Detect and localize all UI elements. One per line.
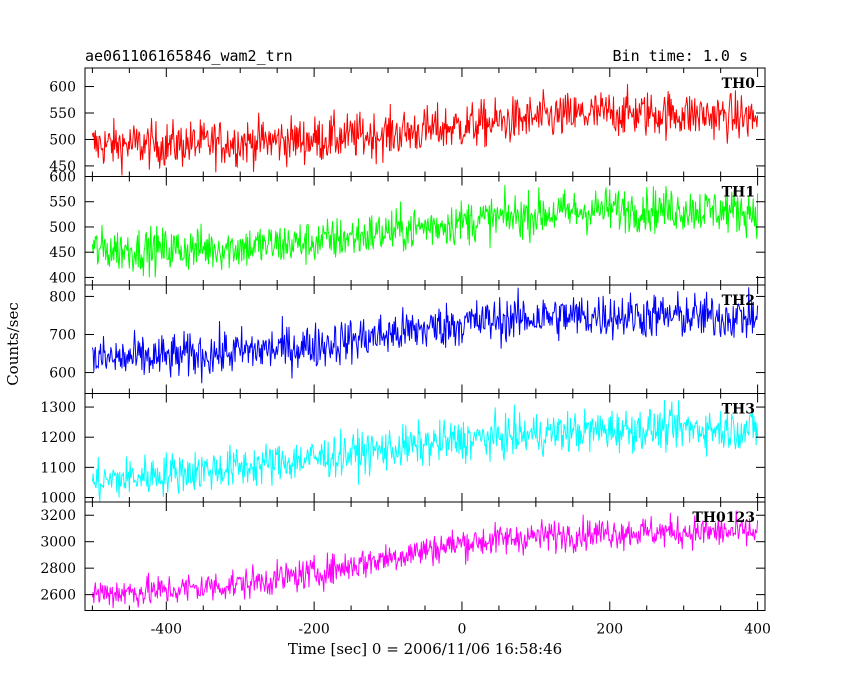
panel-label: TH2 <box>722 293 755 309</box>
y-tick-label: 2800 <box>40 561 76 577</box>
y-tick-label: 600 <box>49 366 76 382</box>
x-tick-label: 200 <box>596 622 623 638</box>
panel-th0123: 2600 2800 3000 3200 TH0123 <box>40 501 766 611</box>
series-line-th0 <box>91 83 759 176</box>
y-tick-label: 1200 <box>40 430 76 446</box>
y-tick-label: 3000 <box>40 535 76 551</box>
y-tick-label: 700 <box>49 327 76 343</box>
y-tick-label: 400 <box>49 270 76 286</box>
series-line-th1 <box>91 185 759 278</box>
panel-label: TH1 <box>722 185 755 201</box>
y-tick-label: 1300 <box>40 400 76 416</box>
y-tick-label: 500 <box>49 220 76 236</box>
x-tick-label: -400 <box>151 622 182 638</box>
series-line-th3 <box>91 400 759 502</box>
y-tick-label: 2600 <box>40 588 76 604</box>
y-tick-label: 1000 <box>40 490 76 506</box>
x-tick-label: -200 <box>298 622 329 638</box>
x-tick-label: 400 <box>744 622 771 638</box>
y-axis-label: Counts/sec <box>4 302 22 386</box>
panel-label: TH3 <box>722 402 755 418</box>
chart-title: ae061106165846_wam2_trn <box>85 47 293 65</box>
bin-time-label: Bin time: 1.0 s <box>613 47 748 65</box>
panel-label: TH0123 <box>692 510 755 526</box>
y-tick-label: 550 <box>49 195 76 211</box>
y-tick-label: 450 <box>49 159 76 175</box>
series-line-th0123 <box>91 510 759 609</box>
y-tick-label: 800 <box>49 289 76 305</box>
y-tick-label: 600 <box>49 80 76 96</box>
y-tick-label: 3200 <box>40 508 76 524</box>
panel-frame <box>84 176 766 286</box>
y-tick-label: 600 <box>49 170 76 186</box>
panel-th1: 400 450 500 550 600 TH1 <box>49 170 766 286</box>
y-tick-label: 550 <box>49 106 76 122</box>
panel-th3: 1000 1100 1200 1300 TH3 <box>40 393 766 506</box>
panels-group: 450 500 550 600 TH0 400 450 500 550 600 TH1 600 700 8… <box>40 67 771 638</box>
y-tick-label: 1100 <box>40 460 76 476</box>
series-line-th2 <box>91 287 759 384</box>
panel-th0: 450 500 550 600 TH0 <box>49 67 766 177</box>
panel-th2: 600 700 800 TH2 <box>49 284 766 394</box>
panel-label: TH0 <box>722 76 756 92</box>
x-axis-label: Time [sec] 0 = 2006/11/06 16:58:46 <box>288 640 562 658</box>
y-tick-label: 450 <box>49 245 76 261</box>
y-tick-label: 500 <box>49 132 76 148</box>
panel-frame <box>84 393 766 503</box>
x-tick-label: 0 <box>457 622 466 638</box>
